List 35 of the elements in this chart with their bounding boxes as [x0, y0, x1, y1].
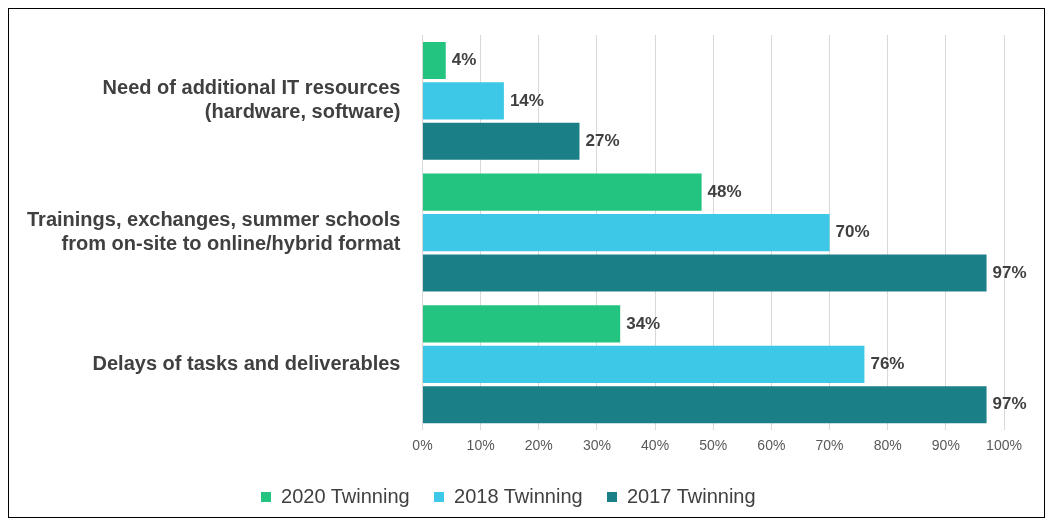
x-tick-label: 50% — [699, 437, 728, 454]
x-tick-label: 0% — [412, 437, 433, 454]
bar — [422, 122, 580, 160]
x-tick-label: 20% — [524, 437, 553, 454]
bar — [422, 214, 830, 252]
y-tick-label: Delays of tasks and deliverables — [92, 351, 401, 374]
bar — [422, 345, 865, 383]
y-tick-label: Trainings, exchanges, summer schools from on-site to online/hybrid format — [27, 208, 401, 255]
x-tick-label: 30% — [582, 437, 611, 454]
bar — [422, 305, 621, 343]
x-tick-label: 90% — [931, 437, 960, 454]
bar — [422, 82, 504, 120]
x-tick-label: 70% — [815, 437, 844, 454]
data-label: 76% — [870, 354, 905, 374]
data-label: 70% — [835, 222, 870, 242]
data-label: 27% — [585, 130, 620, 150]
data-label: 34% — [626, 313, 661, 333]
y-tick-label: Need of additional IT resources (hardware, software) — [102, 76, 401, 123]
x-tick-label: 10% — [466, 437, 495, 454]
data-label: 97% — [992, 262, 1027, 282]
x-tick-label: 60% — [757, 437, 786, 454]
data-label: 14% — [509, 90, 544, 110]
x-tick-label: 80% — [873, 437, 902, 454]
bar — [422, 386, 987, 424]
data-label: 4% — [451, 50, 477, 70]
bar — [422, 173, 702, 211]
bar — [422, 41, 446, 80]
legend-label: 2018 Twinning — [454, 484, 583, 507]
legend-label: 2020 Twinning — [281, 484, 410, 507]
legend-label: 2017 Twinning — [626, 484, 756, 507]
data-label: 48% — [707, 181, 742, 201]
x-tick-label: 40% — [641, 437, 670, 454]
data-label: 97% — [992, 394, 1027, 414]
x-tick-label: 100% — [986, 437, 1022, 454]
bar — [422, 254, 987, 292]
